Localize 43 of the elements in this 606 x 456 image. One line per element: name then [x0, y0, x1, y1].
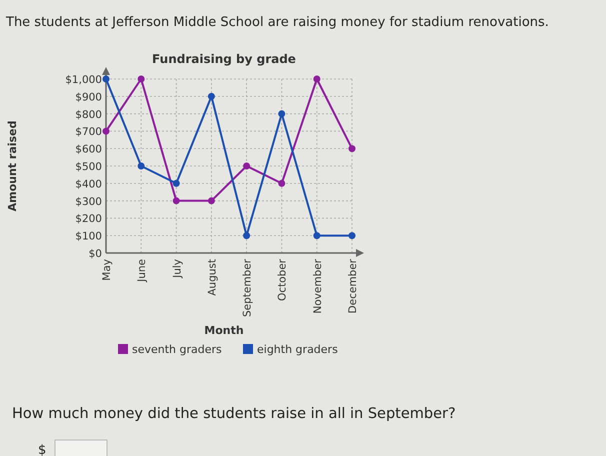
point — [243, 232, 250, 240]
y-tick-label: $200 — [75, 213, 102, 226]
point — [102, 128, 110, 135]
x-tick-label: December — [347, 258, 359, 314]
x-axis-title: Month — [204, 324, 244, 337]
y-tick-label: $100 — [75, 230, 102, 243]
x-tick-label: October — [276, 258, 289, 302]
y-tick-label: $400 — [75, 178, 102, 190]
x-tick-label: September — [242, 258, 254, 318]
x-tick-label: May — [101, 259, 113, 281]
text: $ — [38, 443, 46, 456]
point — [348, 232, 356, 240]
legend-label: seventh graders — [132, 343, 222, 356]
point — [313, 232, 320, 240]
y-axis-title: Amount raised — [6, 120, 19, 212]
x-tick-label: November — [312, 258, 324, 314]
point — [348, 145, 356, 152]
y-tick-label: $600 — [75, 144, 102, 156]
y-tick-label: $0 — [88, 248, 102, 260]
text: The students at Jefferson Middle School are raising money for stadium renovations. — [5, 15, 549, 30]
point — [313, 76, 320, 82]
point — [208, 92, 215, 100]
point — [243, 162, 250, 170]
y-tick-label: $900 — [75, 91, 102, 104]
chart-title: Fundraising by grade — [152, 52, 296, 66]
point — [172, 180, 180, 187]
y-tick-label: $800 — [75, 108, 102, 121]
text: How much money did the students raise in all in September? — [12, 406, 456, 422]
x-tick-label: June — [136, 259, 148, 283]
y-tick-label: $700 — [75, 126, 102, 138]
point — [172, 197, 180, 204]
x-tick-label: July — [171, 259, 184, 279]
point — [278, 180, 286, 187]
point — [102, 76, 110, 82]
y-tick-label: $1,000 — [65, 74, 102, 86]
point — [138, 76, 145, 82]
y-tick-label: $500 — [75, 161, 102, 173]
legend-label: eighth graders — [257, 343, 338, 356]
y-tick-label: $300 — [75, 196, 102, 208]
point — [278, 110, 286, 118]
point — [138, 162, 145, 170]
point — [208, 197, 215, 204]
x-tick-label: August — [206, 259, 218, 296]
